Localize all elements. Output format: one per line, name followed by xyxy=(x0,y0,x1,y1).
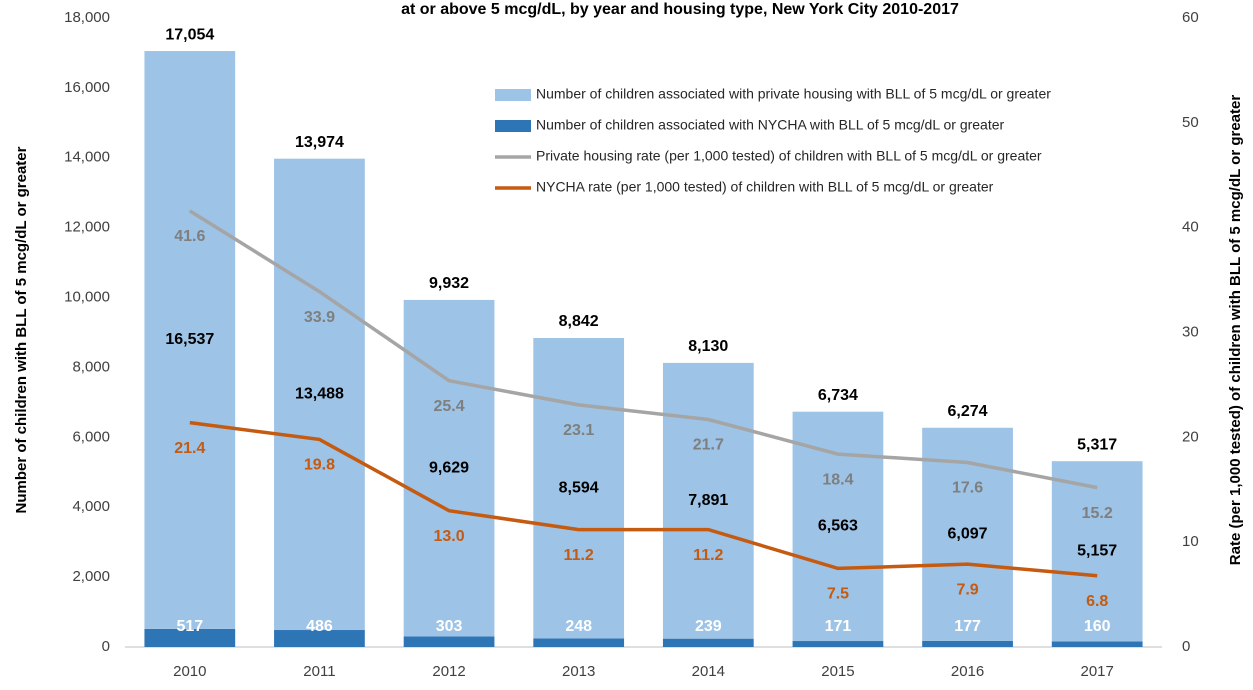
y-tick-label: 8,000 xyxy=(72,358,110,375)
bar-segment xyxy=(1051,461,1143,642)
total-label: 17,054 xyxy=(165,26,214,43)
bar-segment xyxy=(1051,641,1143,647)
data-label: 21.7 xyxy=(693,437,724,454)
y2-tick-label: 10 xyxy=(1182,533,1199,550)
data-label: 6,097 xyxy=(948,526,988,543)
bar-segment xyxy=(274,630,365,647)
y-tick-label: 16,000 xyxy=(64,79,110,96)
data-label: 7,891 xyxy=(688,492,728,509)
total-label: 6,274 xyxy=(948,403,988,420)
y2-tick-label: 0 xyxy=(1182,638,1190,655)
data-label: 303 xyxy=(436,618,463,635)
x-tick-label: 2011 xyxy=(303,663,335,680)
data-label: 19.8 xyxy=(304,457,335,474)
legend-label: Private housing rate (per 1,000 tested) … xyxy=(536,148,1042,164)
data-label: 33.9 xyxy=(304,309,335,326)
data-label: 18.4 xyxy=(822,471,853,488)
data-label: 5,157 xyxy=(1077,543,1117,560)
bar-segment xyxy=(792,411,884,642)
data-label: 6,563 xyxy=(818,518,858,535)
data-label: 16,537 xyxy=(165,331,214,348)
y-tick-label: 12,000 xyxy=(64,219,110,236)
y-tick-label: 4,000 xyxy=(72,498,110,515)
data-label: 177 xyxy=(954,618,981,635)
data-label: 9,629 xyxy=(429,459,469,476)
data-label: 11.2 xyxy=(564,547,594,564)
total-label: 13,974 xyxy=(295,134,344,151)
x-tick-label: 2017 xyxy=(1081,663,1114,680)
data-label: 21.4 xyxy=(174,440,205,457)
bar-segment xyxy=(144,628,236,647)
bar-segment xyxy=(403,299,495,637)
y-tick-label: 10,000 xyxy=(64,289,110,306)
total-label: 9,932 xyxy=(429,275,469,292)
y-axis-title: Number of children with BLL of 5 mcg/dL … xyxy=(13,146,30,513)
bar-segment xyxy=(922,640,1013,647)
total-label: 8,130 xyxy=(688,338,728,355)
legend-label: NYCHA rate (per 1,000 tested) of childre… xyxy=(536,179,994,195)
bar-segment xyxy=(533,338,625,639)
bar-segment xyxy=(403,636,495,647)
bar-segment xyxy=(662,638,754,647)
rate-line xyxy=(188,209,1098,490)
x-tick-label: 2012 xyxy=(432,663,465,680)
x-tick-label: 2016 xyxy=(951,663,984,680)
y-tick-label: 14,000 xyxy=(64,149,110,166)
y-tick-label: 6,000 xyxy=(72,428,110,445)
data-label: 13,488 xyxy=(295,386,344,403)
data-label: 517 xyxy=(176,618,203,635)
y2-tick-label: 20 xyxy=(1182,428,1199,445)
total-label: 8,842 xyxy=(559,313,599,330)
x-tick-label: 2015 xyxy=(821,663,854,680)
y2-tick-label: 30 xyxy=(1182,323,1199,340)
data-label: 239 xyxy=(695,618,722,635)
y-tick-label: 2,000 xyxy=(72,568,110,585)
bar-segment xyxy=(144,51,236,629)
data-label: 11.2 xyxy=(693,547,723,564)
bar-segment xyxy=(792,641,884,647)
x-tick-label: 2014 xyxy=(692,663,725,680)
y-tick-label: 18,000 xyxy=(64,9,110,26)
rate-line xyxy=(189,420,1098,578)
data-label: 486 xyxy=(306,618,333,635)
bar-segment xyxy=(662,362,754,639)
data-label: 13.0 xyxy=(433,528,464,545)
data-label: 25.4 xyxy=(433,398,464,415)
total-label: 5,317 xyxy=(1077,436,1117,453)
y2-tick-label: 50 xyxy=(1182,114,1199,131)
bar-segment xyxy=(274,158,365,631)
bar-segment xyxy=(533,638,625,647)
data-label: 23.1 xyxy=(563,422,594,439)
y2-axis-title: Rate (per 1,000 tested) of children with… xyxy=(1227,95,1244,566)
legend-label: Number of children associated with NYCHA… xyxy=(536,117,1005,133)
y-tick-label: 0 xyxy=(102,638,110,655)
data-label: 248 xyxy=(565,618,592,635)
data-label: 6.8 xyxy=(1086,593,1108,610)
data-label: 7.5 xyxy=(827,586,849,603)
x-tick-label: 2013 xyxy=(562,663,595,680)
y2-tick-label: 40 xyxy=(1182,219,1199,236)
legend-swatch xyxy=(495,120,531,132)
legend-swatch xyxy=(495,89,531,101)
data-label: 15.2 xyxy=(1082,505,1113,522)
data-label: 7.9 xyxy=(956,581,978,598)
x-tick-label: 2010 xyxy=(173,663,206,680)
data-label: 160 xyxy=(1084,618,1111,635)
data-label: 171 xyxy=(825,618,852,635)
y2-tick-label: 60 xyxy=(1182,9,1199,26)
legend-label: Number of children associated with priva… xyxy=(536,86,1051,102)
data-label: 41.6 xyxy=(174,228,205,245)
chart-title: at or above 5 mcg/dL, by year and housin… xyxy=(401,1,959,18)
data-label: 8,594 xyxy=(559,479,599,496)
total-label: 6,734 xyxy=(818,387,858,404)
data-label: 17.6 xyxy=(952,480,983,497)
